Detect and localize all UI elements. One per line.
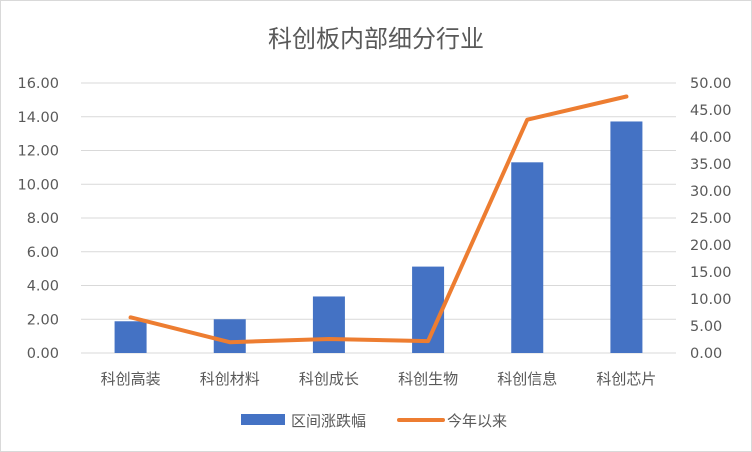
bar [511, 162, 544, 353]
left-tick-label: 4.00 [27, 279, 59, 295]
right-axis-ticks: 0.00 5.00 10.00 15.00 20.00 25.00 30.00 35.00 40… [690, 76, 732, 362]
left-tick-label: 2.00 [27, 312, 59, 328]
category-label: 科创材料 [200, 370, 260, 388]
legend-label-bar: 区间涨跌幅 [291, 412, 366, 430]
right-tick-label: 10.00 [690, 292, 732, 308]
category-label: 科创生物 [398, 370, 458, 388]
bar [312, 296, 345, 353]
bar [610, 121, 643, 353]
category-label: 科创芯片 [596, 370, 656, 388]
line-series [128, 94, 629, 345]
right-tick-label: 35.00 [690, 157, 732, 173]
left-tick-label: 6.00 [27, 245, 59, 261]
right-tick-label: 45.00 [690, 103, 732, 119]
right-tick-label: 50.00 [690, 76, 732, 92]
category-label: 科创高装 [101, 370, 161, 388]
legend-swatch-bar [241, 414, 285, 425]
right-tick-label: 0.00 [690, 346, 722, 362]
right-tick-label: 5.00 [690, 319, 722, 335]
bar [114, 321, 147, 353]
left-axis-ticks: 0.00 2.00 4.00 6.00 8.00 10.00 12.00 14.00 16.00 [17, 76, 59, 362]
gridlines [81, 82, 676, 320]
right-tick-label: 20.00 [690, 238, 732, 254]
legend: 区间涨跌幅 今年以来 [241, 412, 507, 430]
right-tick-label: 40.00 [690, 130, 732, 146]
bar [213, 319, 246, 353]
bar-series [114, 121, 643, 353]
category-label: 科创信息 [497, 370, 557, 388]
category-labels: 科创高装 科创材料 科创成长 科创生物 科创信息 科创芯片 [101, 370, 657, 388]
left-tick-label: 12.00 [17, 144, 59, 160]
right-tick-label: 30.00 [690, 184, 732, 200]
left-tick-label: 16.00 [17, 76, 59, 92]
right-tick-label: 25.00 [690, 211, 732, 227]
left-tick-label: 0.00 [27, 346, 59, 362]
left-tick-label: 14.00 [17, 110, 59, 126]
left-tick-label: 8.00 [27, 211, 59, 227]
series-line [128, 94, 629, 345]
legend-label-line: 今年以来 [447, 412, 507, 430]
category-label: 科创成长 [299, 370, 359, 388]
right-tick-label: 15.00 [690, 265, 732, 281]
chart-title: 科创板内部细分行业 [268, 25, 484, 53]
left-tick-label: 10.00 [17, 177, 59, 193]
